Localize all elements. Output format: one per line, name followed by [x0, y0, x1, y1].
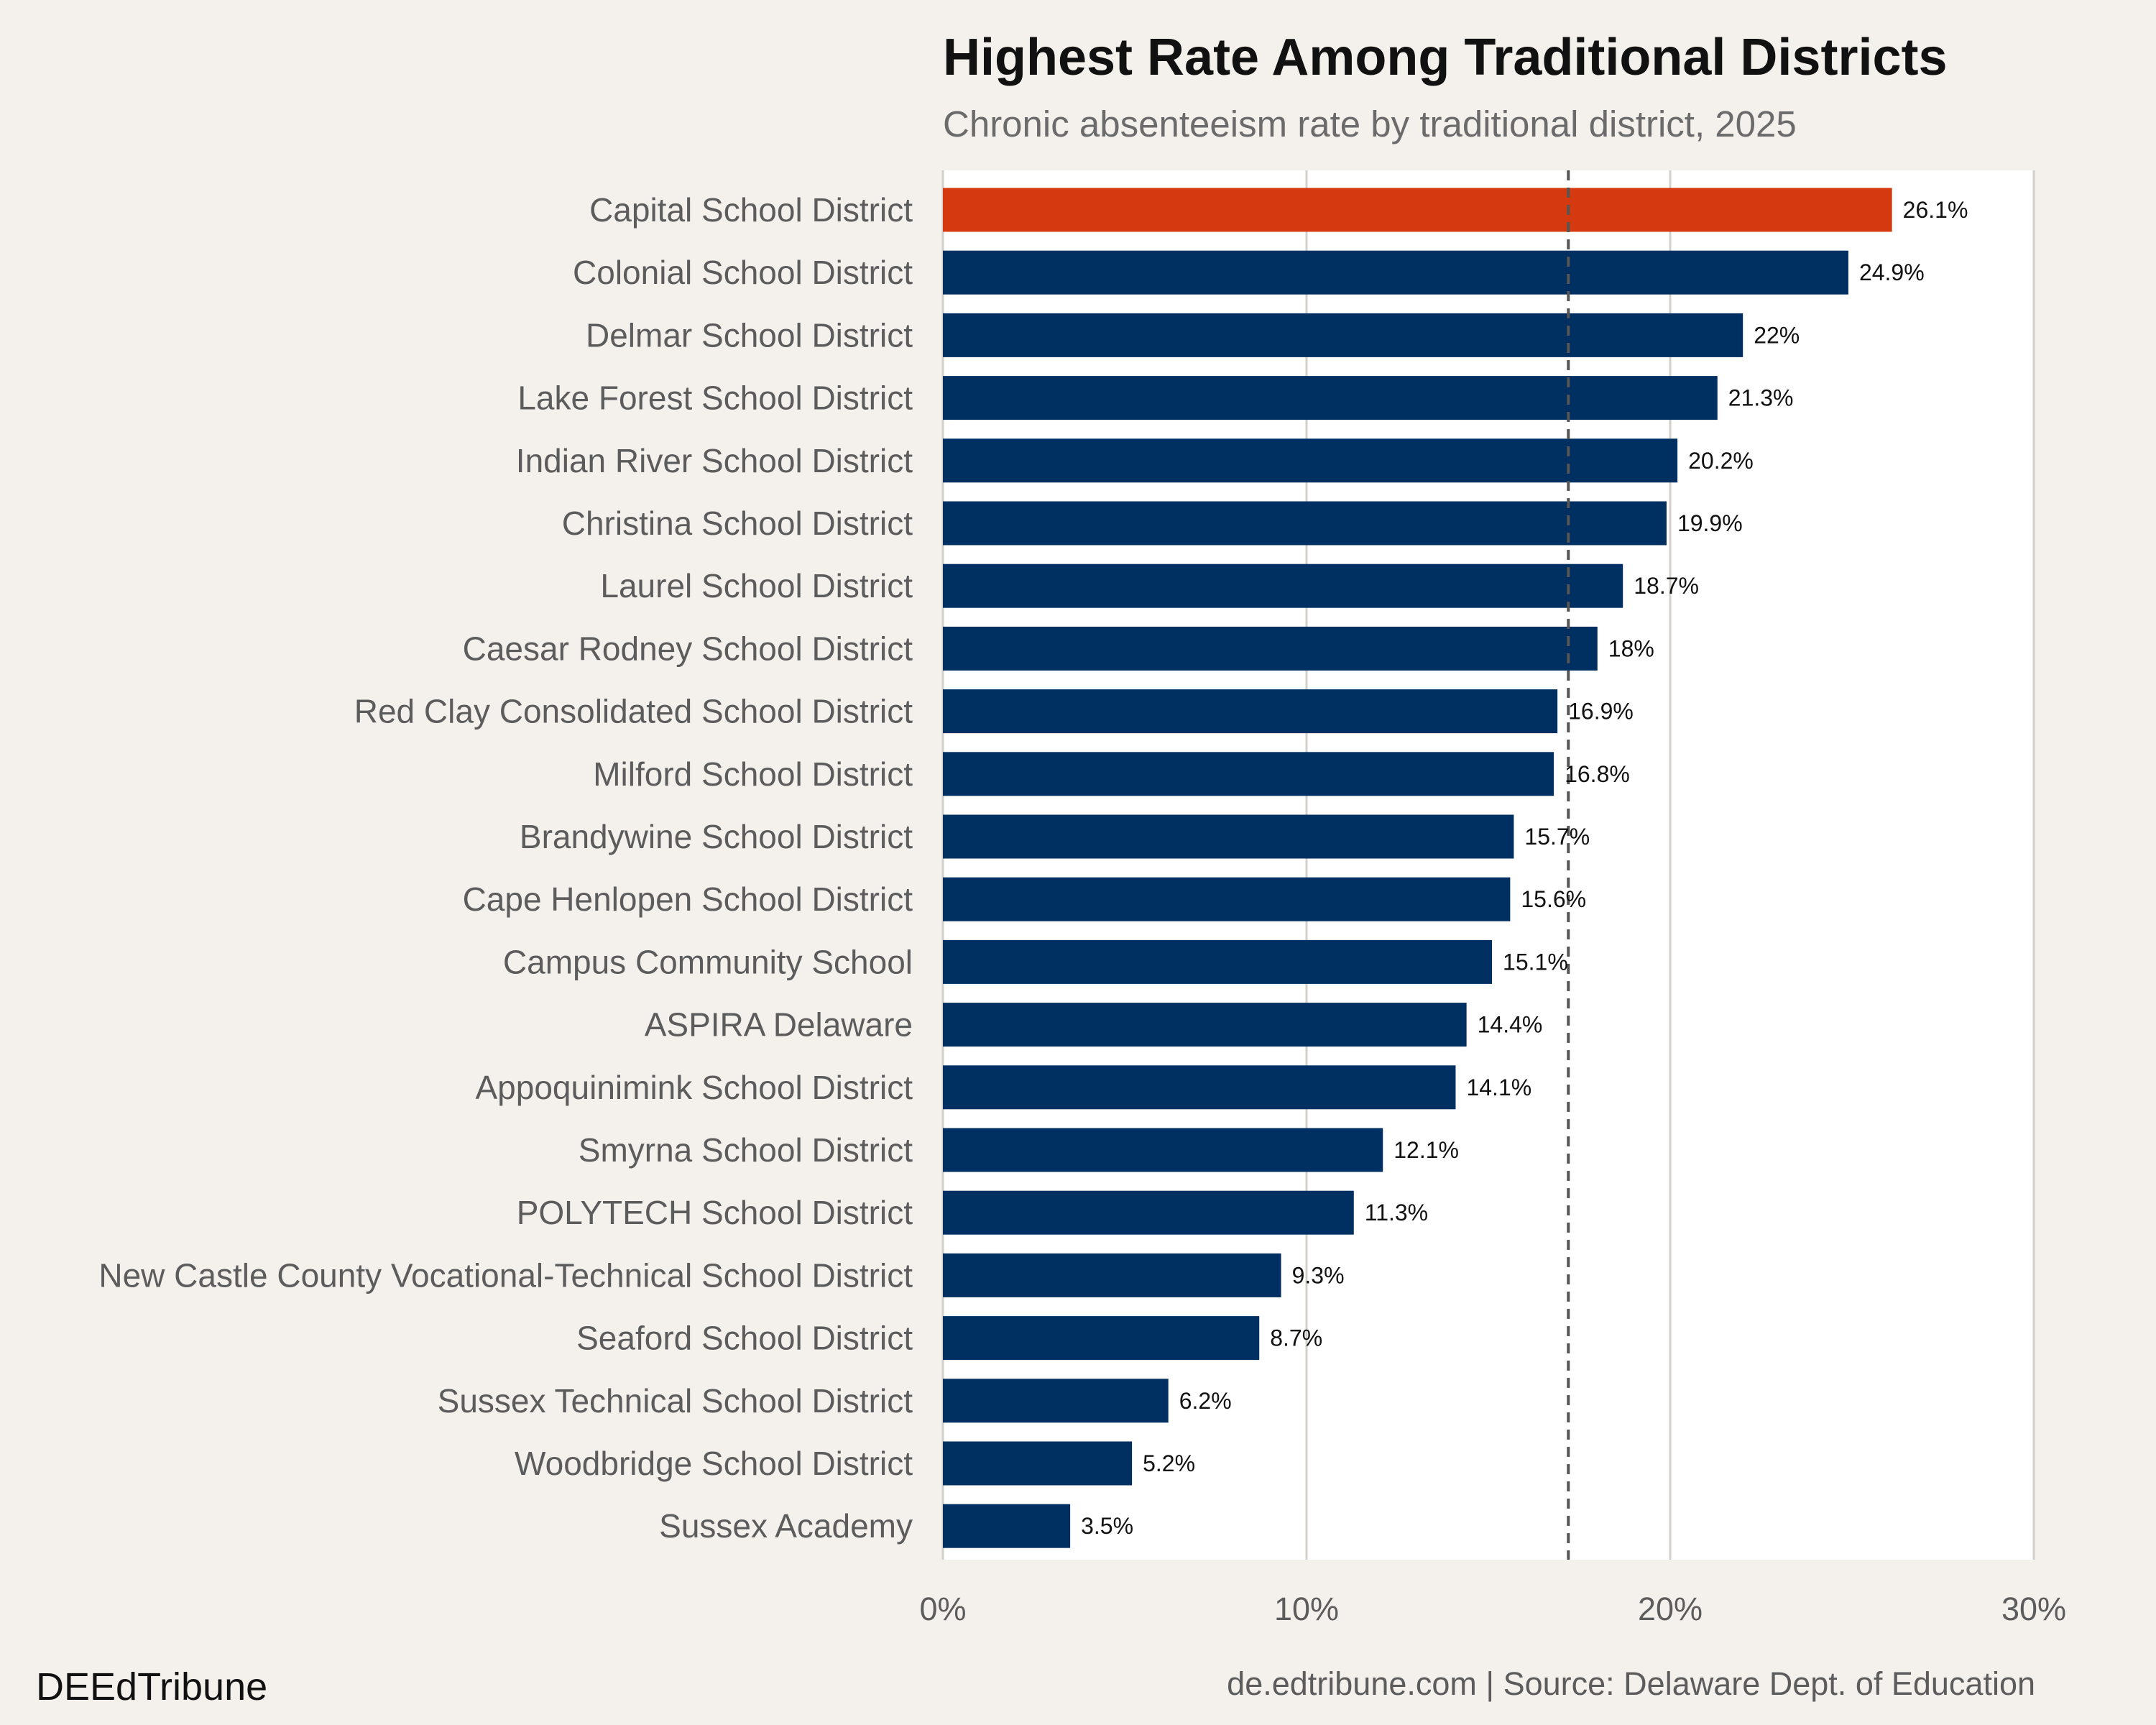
value-label: 24.9% — [1859, 259, 1925, 285]
category-label: Christina School District — [562, 505, 913, 542]
value-label: 14.4% — [1478, 1012, 1543, 1038]
category-label: Brandywine School District — [520, 818, 913, 855]
value-label: 22% — [1754, 322, 1800, 348]
category-label: Sussex Technical School District — [438, 1382, 913, 1420]
value-label: 15.1% — [1503, 949, 1568, 975]
bar — [943, 814, 1514, 859]
category-label: Campus Community School — [503, 943, 913, 980]
value-label: 15.6% — [1521, 886, 1586, 912]
bar — [943, 1190, 1354, 1235]
bar — [943, 1441, 1133, 1486]
x-tick-label: 30% — [2001, 1591, 2066, 1627]
value-label: 14.1% — [1466, 1075, 1531, 1100]
brand-logo: DEEdTribune — [36, 1665, 267, 1708]
value-label: 12.1% — [1393, 1137, 1459, 1163]
value-label: 8.7% — [1270, 1325, 1322, 1351]
category-label: Smyrna School District — [579, 1131, 913, 1169]
bar — [943, 250, 1848, 295]
category-label: Caesar Rodney School District — [463, 630, 913, 667]
category-label: Woodbridge School District — [515, 1445, 913, 1482]
category-label: New Castle County Vocational-Technical S… — [98, 1256, 913, 1294]
bar — [943, 501, 1667, 546]
source-note: de.edtribune.com | Source: Delaware Dept… — [1227, 1665, 2035, 1702]
category-label: Indian River School District — [516, 442, 913, 479]
bar — [943, 1316, 1260, 1361]
category-label: Laurel School District — [600, 567, 913, 604]
value-label: 19.9% — [1677, 510, 1743, 536]
category-label: Red Clay Consolidated School District — [354, 693, 913, 730]
value-label: 20.2% — [1688, 448, 1754, 474]
bar — [943, 939, 1493, 984]
value-label: 18.7% — [1634, 573, 1699, 599]
bar — [943, 752, 1554, 796]
value-label: 26.1% — [1903, 197, 1968, 223]
value-label: 3.5% — [1081, 1513, 1133, 1539]
bar — [943, 1253, 1281, 1297]
bars — [943, 188, 1892, 1548]
category-label: Colonial School District — [573, 254, 913, 291]
category-label: Milford School District — [593, 755, 913, 793]
value-label: 9.3% — [1292, 1262, 1345, 1288]
bar — [943, 1504, 1071, 1548]
bar — [943, 438, 1678, 483]
value-label: 15.7% — [1524, 824, 1590, 850]
value-label: 21.3% — [1728, 385, 1794, 411]
chart-subtitle: Chronic absenteeism rate by traditional … — [943, 104, 1797, 144]
category-label: Delmar School District — [586, 316, 913, 354]
value-label: 6.2% — [1179, 1388, 1232, 1414]
category-label: ASPIRA Delaware — [645, 1006, 913, 1044]
value-label: 16.9% — [1568, 699, 1634, 724]
value-label: 16.8% — [1565, 761, 1630, 787]
bar — [943, 689, 1558, 734]
bar — [943, 626, 1598, 671]
bar — [943, 1003, 1467, 1047]
bar — [943, 1379, 1169, 1423]
x-tick-label: 10% — [1274, 1591, 1339, 1627]
category-label: Lake Forest School District — [517, 380, 913, 417]
bar — [943, 564, 1623, 608]
chart-title: Highest Rate Among Traditional Districts — [943, 29, 1948, 86]
x-tick-label: 0% — [919, 1591, 966, 1627]
category-label: Cape Henlopen School District — [463, 880, 913, 918]
category-label: Appoquinimink School District — [476, 1069, 913, 1106]
bar — [943, 877, 1511, 921]
category-label: Sussex Academy — [659, 1507, 913, 1545]
bar — [943, 376, 1718, 420]
value-label: 11.3% — [1365, 1200, 1428, 1225]
bar — [943, 1128, 1383, 1172]
value-label: 5.2% — [1143, 1450, 1195, 1476]
category-label: Seaford School District — [576, 1320, 913, 1357]
category-label: Capital School District — [589, 191, 913, 229]
bar — [943, 1065, 1456, 1110]
bar — [943, 313, 1743, 357]
bar-highlighted — [943, 188, 1892, 232]
category-label: POLYTECH School District — [517, 1194, 913, 1231]
labels: 0% 10% 20% 30% Capital School District 26.1% C… — [98, 191, 2066, 1627]
x-tick-label: 20% — [1638, 1591, 1703, 1627]
value-label: 18% — [1608, 635, 1654, 661]
